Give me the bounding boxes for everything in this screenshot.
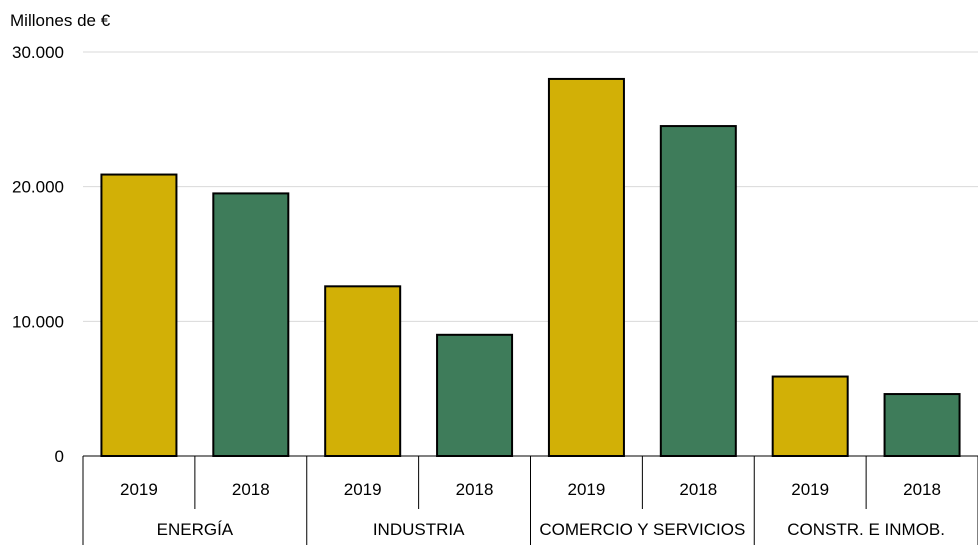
bar [659,125,737,457]
y-tick-label: 0 [55,447,64,466]
x-tick-label: 2019 [791,480,829,499]
bar [883,393,961,458]
bar [212,192,290,457]
x-tick-label: 2019 [568,480,606,499]
bar [436,333,514,457]
bar [547,77,625,458]
x-tick-label: 2018 [456,480,494,499]
category-axis: 2019 2018 2019 2018 2019 2018 2019 2018 ENERGÍA I… [82,455,978,545]
bar [324,285,402,457]
x-tick-label: 2019 [120,480,158,499]
x-tick-label: 2018 [232,480,270,499]
bar [100,173,178,457]
bar [771,375,849,457]
y-tick-label: 20.000 [12,178,64,197]
y-tick-labels: 0 10.000 20.000 30.000 [12,43,64,466]
x-tick-label: 2018 [679,480,717,499]
bars [100,77,961,458]
y-tick-label: 30.000 [12,43,64,62]
group-label: ENERGÍA [157,520,234,539]
group-label: CONSTR. E INMOB. [787,520,945,539]
y-tick-label: 10.000 [12,312,64,331]
x-tick-label: 2019 [344,480,382,499]
x-tick-label: 2018 [903,480,941,499]
group-label: INDUSTRIA [373,520,465,539]
y-axis-title: Millones de € [10,11,111,30]
group-label: COMERCIO Y SERVICIOS [539,520,745,539]
